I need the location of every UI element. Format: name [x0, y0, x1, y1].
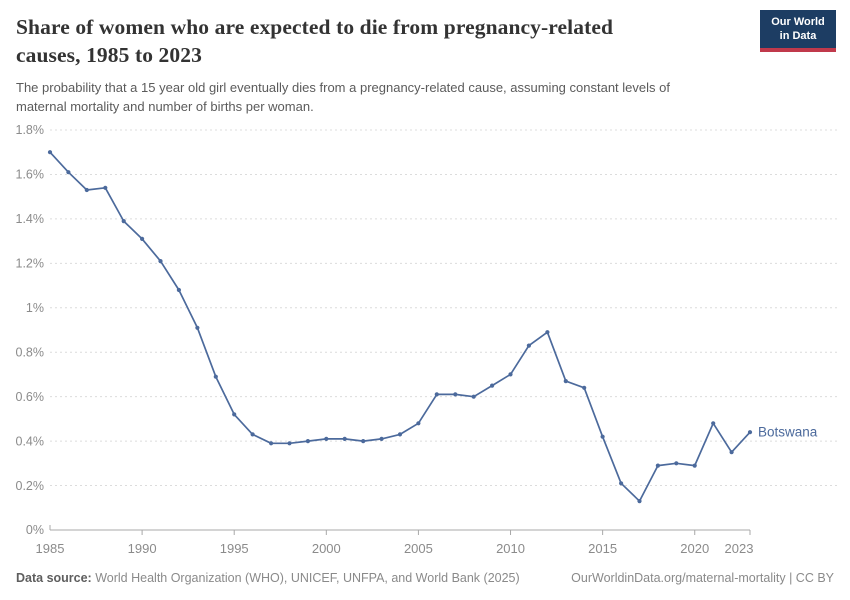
- data-source-text: World Health Organization (WHO), UNICEF,…: [95, 571, 520, 585]
- data-point-2018[interactable]: [655, 463, 661, 468]
- data-point-1997[interactable]: [269, 441, 274, 446]
- data-point-1993[interactable]: [195, 325, 200, 330]
- data-point-2005[interactable]: [416, 421, 421, 426]
- line-series-botswana[interactable]: [49, 151, 751, 502]
- y-axis-tick-label: 0%: [26, 523, 44, 537]
- x-axis-tick-label: 1990: [128, 541, 157, 556]
- subtitle-line-2: maternal mortality and number of births …: [16, 98, 314, 114]
- logo-red-strip: [760, 47, 836, 52]
- title-line-1: Share of women who are expected to die f…: [16, 15, 614, 39]
- data-point-1991[interactable]: [158, 259, 163, 264]
- data-source-note: Data source: World Health Organization (…: [16, 570, 520, 586]
- data-point-2015[interactable]: [600, 434, 605, 439]
- y-axis-tick-label: 0.6%: [16, 390, 45, 404]
- logo-line-2: in Data: [779, 30, 817, 43]
- data-point-2013[interactable]: [563, 379, 568, 384]
- data-point-2012[interactable]: [545, 330, 550, 335]
- data-point-2019[interactable]: [674, 461, 679, 466]
- data-point-2001[interactable]: [342, 436, 347, 441]
- y-axis-tick-label: 0.2%: [16, 479, 45, 493]
- data-point-2008[interactable]: [471, 394, 476, 399]
- data-point-2017[interactable]: [637, 499, 642, 504]
- y-axis-tick-label: 0.4%: [16, 434, 45, 448]
- data-point-2021[interactable]: [711, 421, 716, 426]
- x-axis-tick-label: 1985: [36, 541, 65, 556]
- data-point-2004[interactable]: [397, 432, 403, 437]
- data-point-1998[interactable]: [287, 441, 292, 446]
- data-point-2022[interactable]: [729, 450, 734, 455]
- data-point-2002[interactable]: [361, 439, 366, 444]
- data-point-2023[interactable]: [747, 430, 753, 435]
- data-point-1999[interactable]: [305, 439, 310, 444]
- data-point-1996[interactable]: [250, 432, 255, 437]
- data-point-1995[interactable]: [232, 412, 237, 417]
- subtitle-line-1: The probability that a 15 year old girl …: [16, 79, 670, 95]
- page-title: Share of women who are expected to die f…: [16, 13, 716, 70]
- chart-svg[interactable]: 0% 0.2% 0.4% 0.6% 0.8% 1% 1.2% 1.4% 1.6% 1.8% 1985…: [0, 118, 850, 563]
- chart-footer: Data source: World Health Organization (…: [16, 570, 834, 586]
- data-point-2020[interactable]: [692, 463, 697, 468]
- x-axis-tick-label: 1995: [220, 541, 249, 556]
- data-point-1989[interactable]: [121, 219, 126, 224]
- chart-subtitle: The probability that a 15 year old girl …: [16, 79, 786, 117]
- data-point-1994[interactable]: [213, 374, 218, 379]
- data-point-2000[interactable]: [324, 436, 329, 441]
- x-axis-tick-label: 2020: [680, 541, 709, 556]
- title-line-2: causes, 1985 to 2023: [16, 43, 202, 68]
- y-axis-tick-label: 0.8%: [16, 345, 45, 359]
- data-point-1988[interactable]: [103, 185, 108, 190]
- chart-header: Share of women who are expected to die f…: [16, 13, 834, 116]
- x-axis-tick-label: 2010: [496, 541, 525, 556]
- data-point-2011[interactable]: [526, 343, 532, 348]
- x-axis-tick-label: 2023: [725, 541, 754, 556]
- x-axis-tick-label: 2005: [404, 541, 433, 556]
- data-point-2016[interactable]: [619, 481, 624, 486]
- y-axis-tick-label: 1.8%: [16, 123, 45, 137]
- x-axis-tick-label: 2000: [312, 541, 341, 556]
- data-point-1987[interactable]: [84, 187, 89, 193]
- data-point-2014[interactable]: [582, 385, 587, 390]
- y-axis-tick-label: 1%: [26, 301, 44, 315]
- data-point-2010[interactable]: [508, 372, 513, 377]
- x-axis-tick-label: 2015: [588, 541, 617, 556]
- data-source-label: Data source:: [16, 571, 92, 585]
- data-point-1992[interactable]: [176, 287, 181, 293]
- data-point-2003[interactable]: [379, 436, 384, 441]
- data-point-2007[interactable]: [453, 392, 458, 397]
- owid-logo-text: Our World in Data: [760, 10, 836, 48]
- license-credit[interactable]: OurWorldinData.org/maternal-mortality | …: [571, 571, 834, 585]
- series-end-label-botswana[interactable]: Botswana: [758, 425, 818, 440]
- data-point-1985[interactable]: [47, 150, 53, 155]
- data-point-2009[interactable]: [490, 383, 495, 388]
- y-axis-tick-label: 1.4%: [16, 212, 45, 226]
- data-point-1990[interactable]: [140, 236, 145, 241]
- data-point-1986[interactable]: [66, 170, 71, 175]
- logo-line-1: Our World: [771, 16, 825, 28]
- owid-logo[interactable]: Our World in Data: [760, 10, 836, 52]
- y-axis-tick-label: 1.6%: [16, 168, 45, 182]
- y-axis-tick-label: 1.2%: [16, 257, 45, 271]
- data-point-2006[interactable]: [434, 392, 439, 397]
